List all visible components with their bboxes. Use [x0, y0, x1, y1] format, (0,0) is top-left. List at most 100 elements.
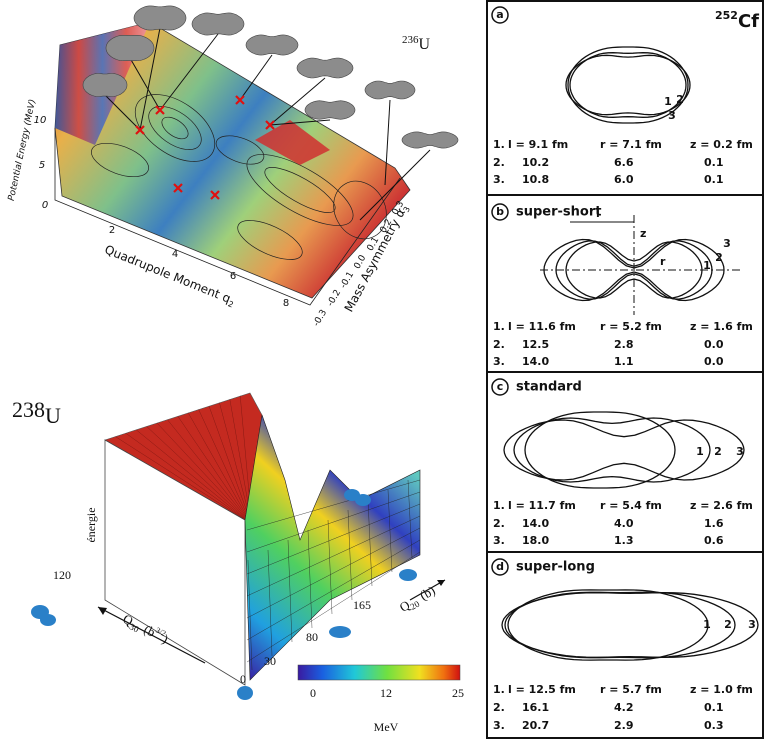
table-cell: 2. [493, 156, 505, 169]
table-cell: 2. [493, 701, 505, 714]
nucleus-shape [40, 614, 56, 626]
table-cell: 1. [493, 138, 505, 151]
subscript: 2 [227, 299, 235, 309]
pointer-line [384, 99, 391, 186]
panel-title: super-long [516, 560, 595, 575]
table-cell: 16.1 [522, 701, 549, 714]
tick-label: 6 [230, 271, 236, 282]
table-cell: 0.1 [704, 156, 724, 169]
mesh-line [246, 479, 421, 531]
nucleus-shape [355, 494, 371, 506]
box-face [104, 439, 246, 686]
table-cell: 2.8 [614, 338, 634, 351]
mesh-line [246, 515, 421, 597]
mesh-line [146, 426, 248, 521]
superscript: 3/2 [154, 625, 167, 638]
nucleus-shape [237, 686, 253, 700]
dimension-label: r [660, 255, 666, 268]
shape-outline [504, 591, 736, 659]
panel-letter: c [497, 380, 504, 393]
table-cell: 1. [493, 683, 505, 696]
curve-label: 1 [703, 618, 711, 631]
panel-letter: b [496, 205, 504, 218]
nucleus-shape [329, 626, 351, 638]
table-cell: 1.3 [614, 534, 634, 547]
tick-label: 80 [306, 630, 318, 644]
table-cell: 4.2 [614, 701, 634, 714]
table-cell: 0.0 [704, 338, 724, 351]
ridge [255, 120, 330, 165]
mesh-line [208, 405, 251, 521]
panel-badge [491, 558, 509, 576]
contour-line [91, 142, 149, 178]
pointer-line [239, 54, 273, 101]
pointer-line [159, 33, 219, 111]
table-cell: l = 12.5 fm [508, 683, 576, 696]
nucleus-shape [401, 131, 459, 149]
table-cell: r = 5.2 fm [600, 320, 662, 333]
saddle-mark [210, 190, 220, 200]
saddle-mark [235, 95, 245, 105]
table-cell: 3. [493, 719, 505, 732]
table-cell: 10.2 [522, 156, 549, 169]
nucleus-shape [245, 34, 299, 56]
table-cell: 0.1 [704, 701, 724, 714]
mesh-line [188, 412, 250, 521]
tick-label: -0.2 [326, 288, 343, 308]
table-cell: z = 1.0 fm [690, 683, 753, 696]
tick-label: -0.3 [312, 308, 329, 328]
nucleus-shape [304, 100, 356, 120]
colorbar [297, 664, 461, 681]
tick-label: 165 [353, 598, 371, 612]
table-cell: z = 1.6 fm [690, 320, 753, 333]
nucleus-shape [399, 569, 417, 581]
panel-letter: d [496, 560, 504, 573]
table-cell: 14.0 [522, 355, 549, 368]
table-cell: 1. [493, 320, 505, 333]
element: U [45, 403, 61, 428]
shape-outline [569, 52, 687, 118]
mesh-line [156, 422, 248, 521]
nucleus-shape [105, 35, 155, 61]
table-cell: 3. [493, 355, 505, 368]
table-cell: 10.8 [522, 173, 549, 186]
shape-outline [513, 417, 711, 483]
table-cell: 18.0 [522, 534, 549, 547]
shape-outline [501, 592, 759, 658]
arrow-head [437, 580, 445, 586]
tick-label: 10 [34, 115, 47, 126]
table-cell: 0.6 [704, 534, 724, 547]
mesh-line [347, 509, 353, 601]
base-edge [54, 128, 401, 306]
table-cell: r = 5.7 fm [600, 683, 662, 696]
pointer-line [269, 119, 331, 126]
table-cell: 2. [493, 517, 505, 530]
pointer-line [269, 77, 326, 126]
table-cell: r = 7.1 fm [600, 138, 662, 151]
panel-badge [491, 203, 509, 221]
element: U [419, 36, 431, 53]
mesh-line [229, 399, 252, 521]
mesh-line [246, 503, 421, 575]
table-cell: 0.0 [704, 355, 724, 368]
arrow-head [98, 607, 107, 615]
table-cell: 1.1 [614, 355, 634, 368]
panel-badge [491, 378, 509, 396]
curve-label: 3 [736, 445, 744, 458]
mesh-line [198, 409, 250, 521]
table-cell: l = 11.6 fm [508, 320, 576, 333]
axis-label: énergie [84, 507, 98, 542]
panel-badge [491, 6, 509, 24]
saddle-mark [135, 125, 145, 135]
mesh-line [246, 527, 421, 619]
shape-outline [567, 46, 689, 124]
nucleus-shape [191, 12, 245, 36]
tick-label: 5 [39, 160, 45, 171]
isotope-label: 236U [402, 34, 431, 53]
table-cell: 6.0 [614, 173, 634, 186]
mesh-line [307, 529, 313, 629]
table-cell: 1. [493, 499, 505, 512]
mass-number: 252 [715, 9, 738, 22]
colorbar-unit: MeV [374, 720, 399, 734]
curve-label: 3 [668, 109, 676, 122]
